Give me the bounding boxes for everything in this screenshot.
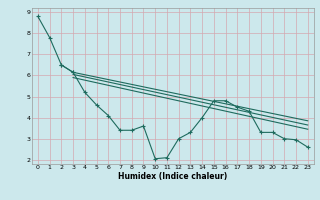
X-axis label: Humidex (Indice chaleur): Humidex (Indice chaleur) [118,172,228,181]
